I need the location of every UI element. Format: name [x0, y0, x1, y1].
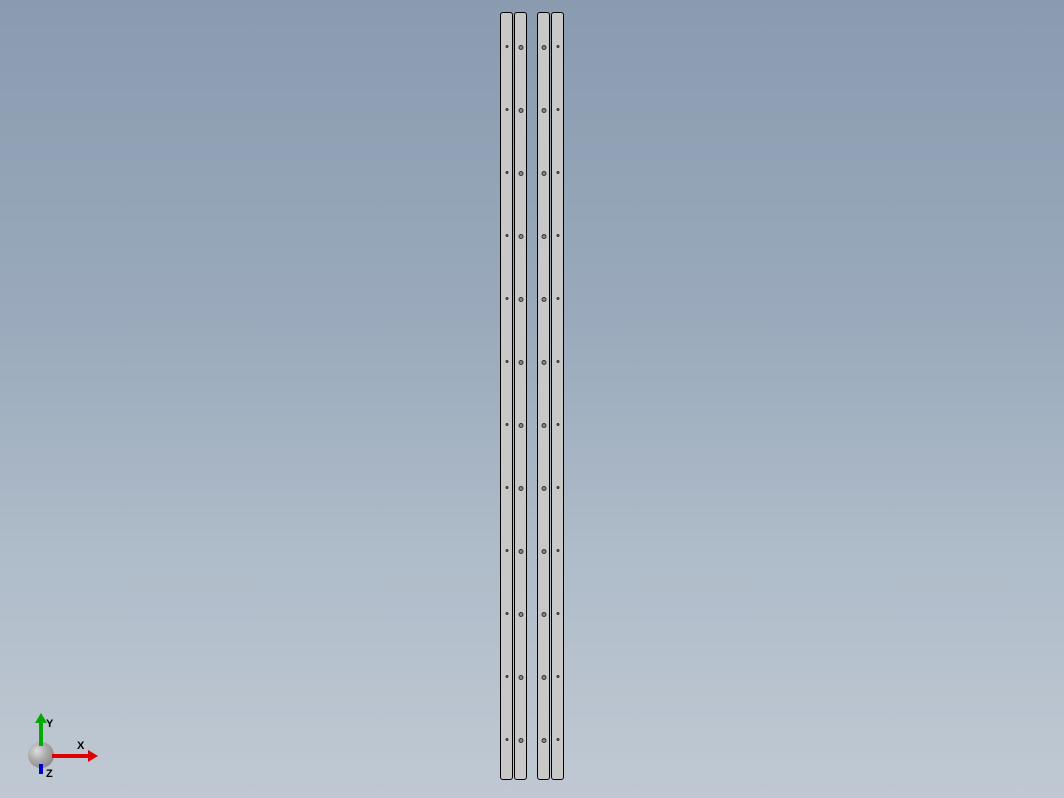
mounting-hole: [541, 549, 546, 554]
mounting-hole: [505, 45, 508, 48]
rail-group-left: [500, 12, 527, 780]
mounting-hole: [518, 738, 523, 743]
mounting-hole: [505, 486, 508, 489]
mounting-hole: [518, 612, 523, 617]
rail-group-gap: [529, 12, 535, 780]
mounting-hole: [505, 171, 508, 174]
z-axis-arrow: [39, 764, 43, 774]
rail-group-right: [537, 12, 564, 780]
mounting-hole: [541, 360, 546, 365]
mounting-hole: [505, 738, 508, 741]
mounting-hole: [556, 234, 559, 237]
mounting-hole: [556, 108, 559, 111]
rail-outer-right[interactable]: [551, 12, 564, 780]
mounting-hole: [541, 675, 546, 680]
mounting-hole: [541, 612, 546, 617]
mounting-hole: [518, 675, 523, 680]
y-axis-label: Y: [46, 718, 53, 730]
mounting-hole: [505, 234, 508, 237]
mounting-hole: [541, 171, 546, 176]
mounting-hole: [556, 171, 559, 174]
mounting-hole: [556, 675, 559, 678]
mounting-hole: [518, 171, 523, 176]
mounting-hole: [541, 423, 546, 428]
mounting-hole: [518, 108, 523, 113]
mounting-hole: [505, 612, 508, 615]
mounting-hole: [518, 423, 523, 428]
mounting-hole: [541, 486, 546, 491]
mounting-hole: [518, 297, 523, 302]
x-axis-arrowhead: [88, 750, 98, 762]
mounting-hole: [556, 738, 559, 741]
mounting-hole: [518, 234, 523, 239]
cad-viewport[interactable]: X Y Z: [0, 0, 1064, 798]
mounting-hole: [505, 360, 508, 363]
mounting-hole: [505, 549, 508, 552]
mounting-hole: [556, 297, 559, 300]
mounting-hole: [541, 738, 546, 743]
mounting-hole: [556, 360, 559, 363]
mounting-hole: [505, 423, 508, 426]
rail-inner-right[interactable]: [537, 12, 550, 780]
mounting-hole: [541, 234, 546, 239]
mounting-hole: [541, 297, 546, 302]
mounting-hole: [556, 612, 559, 615]
x-axis-label: X: [77, 740, 84, 752]
mounting-hole: [556, 423, 559, 426]
rail-assembly: [500, 12, 564, 780]
mounting-hole: [518, 45, 523, 50]
rail-outer-left[interactable]: [500, 12, 513, 780]
z-axis-label: Z: [46, 768, 53, 780]
mounting-hole: [505, 108, 508, 111]
mounting-hole: [556, 549, 559, 552]
x-axis-arrow: [52, 754, 90, 758]
rail-inner-left[interactable]: [514, 12, 527, 780]
mounting-hole: [518, 549, 523, 554]
mounting-hole: [556, 45, 559, 48]
mounting-hole: [505, 297, 508, 300]
y-axis-arrow: [39, 721, 43, 746]
mounting-hole: [505, 675, 508, 678]
coordinate-system-widget[interactable]: X Y Z: [22, 711, 97, 776]
mounting-hole: [556, 486, 559, 489]
mounting-hole: [541, 108, 546, 113]
mounting-hole: [518, 486, 523, 491]
mounting-hole: [518, 360, 523, 365]
mounting-hole: [541, 45, 546, 50]
